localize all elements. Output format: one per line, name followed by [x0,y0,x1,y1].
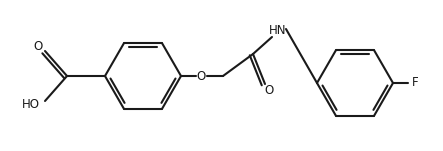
Text: O: O [196,69,206,82]
Text: O: O [264,85,274,98]
Text: HN: HN [269,24,287,37]
Text: F: F [412,77,418,90]
Text: HO: HO [22,98,40,111]
Text: O: O [33,40,43,53]
